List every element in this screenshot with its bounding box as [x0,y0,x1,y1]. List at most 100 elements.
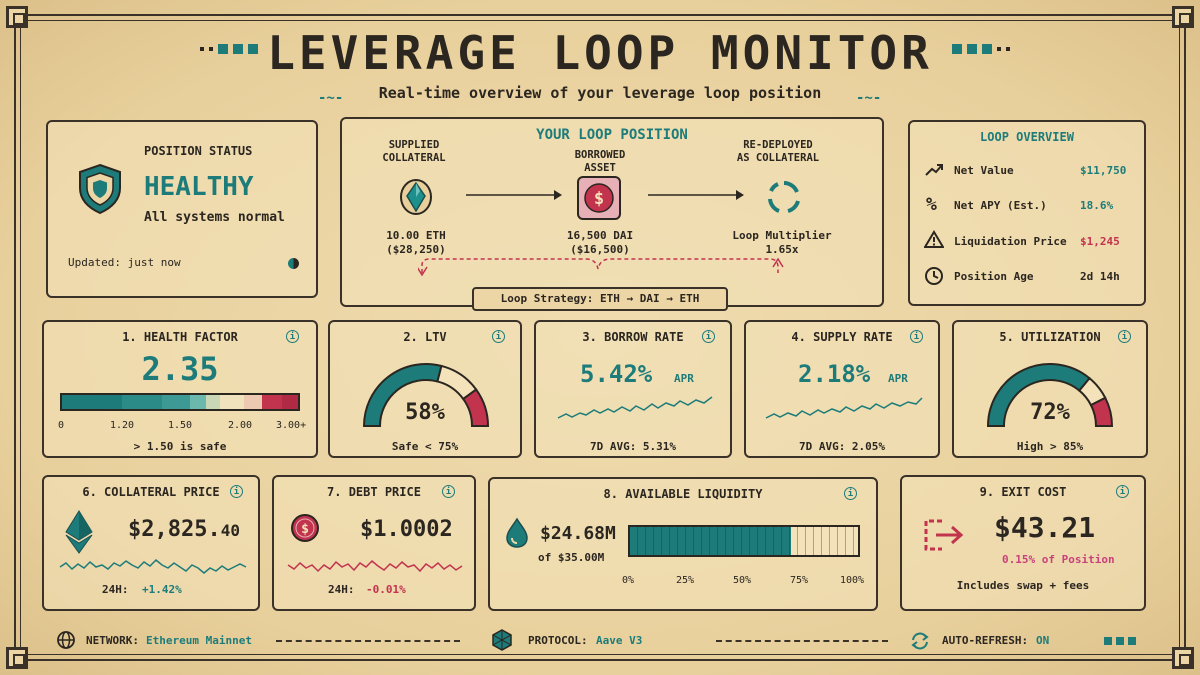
exit-cost-percent: 0.15% of Position [1002,553,1115,566]
utilization-value: 72% [1030,400,1070,425]
redeployed-label-line: RE-DEPLOYED [743,139,813,151]
collateral-price-cents: 40 [220,521,240,540]
protocol-value: Aave V3 [596,634,643,647]
loop-strategy-badge: Loop Strategy: ETH → DAI → ETH [472,287,728,311]
debt-price-panel: 7. DEBT PRICE i $ $1.0002 24H: -0.01% [272,475,476,611]
panel-title: POSITION STATUS [144,144,253,158]
corner-ornament [6,6,28,28]
ltv-gauge [362,363,490,427]
ltv-panel: 2. LTV i 58% Safe < 75% [328,320,522,458]
loop-position-panel: YOUR LOOP POSITION SUPPLIED COLLATERAL B… [340,117,884,311]
page-title: LEVERAGE LOOP MONITOR [267,26,933,80]
utilization-gauge [986,363,1114,427]
page-subtitle: Real-time overview of your leverage loop… [378,84,822,102]
cube-network-icon [492,629,512,651]
health-factor-panel: 1. HEALTH FACTOR i 2.35 [42,320,318,458]
supplied-label-line: COLLATERAL [382,152,446,164]
info-icon[interactable]: i [702,330,715,343]
debt-change-label: 24H: [328,583,355,596]
flow-arrow-icon [466,190,562,200]
borrow-rate-panel: 3. BORROW RATE i 5.42% APR 7D AVG: 5.31% [534,320,732,458]
liquidity-bar-fill [630,527,791,555]
exit-door-icon [924,519,964,551]
borrow-rate-avg: 7D AVG: 5.31% [589,440,677,453]
redeployed-label: RE-DEPLOYED AS COLLATERAL [718,139,838,165]
loop-return-arrow [418,257,784,277]
dai-coin-icon: $ [291,514,319,542]
borrowed-amount: 16,500 DAI ($16,500) [546,229,654,257]
utilization-gauge-danger-zone [1089,396,1114,427]
collateral-price-value: $2,825.40 [128,517,240,542]
loop-overview-panel: LOOP OVERVIEW Net Value $11,750 % Net AP… [908,120,1146,306]
borrow-rate-value: 5.42% [580,360,653,388]
collateral-change-label: 24H: [102,583,129,596]
liquidity-tick: 100% [840,575,865,586]
borrow-rate-sparkline [557,396,713,419]
footer-decoration [1104,637,1136,645]
health-factor-note: > 1.50 is safe [133,440,227,453]
borrowed-label-line: BORROWED [574,149,626,161]
auto-refresh-value[interactable]: ON [1036,634,1050,647]
info-icon[interactable]: i [286,330,299,343]
refresh-icon[interactable] [910,632,930,650]
globe-icon [57,631,75,649]
inner-frame [20,20,1180,655]
info-icon[interactable]: i [910,330,923,343]
refresh-indicator-icon[interactable] [288,258,299,269]
supplied-label: SUPPLIED COLLATERAL [364,139,464,165]
panel-title: 5. UTILIZATION [999,330,1101,344]
utilization-note: High > 85% [1016,440,1084,453]
hf-tick: 1.20 [110,420,135,431]
health-factor-value: 2.35 [141,350,219,388]
overview-label: Net APY (Est.) [954,199,1047,212]
debt-price-value: $1.0002 [360,517,453,542]
eth-gem-icon [400,179,432,215]
info-icon[interactable]: i [492,330,505,343]
clock-icon [925,267,943,285]
liquidity-tick: 25% [676,575,695,586]
collateral-change-value: +1.42% [142,583,182,596]
title-decoration-left [200,44,258,54]
panel-title: 6. COLLATERAL PRICE [82,485,220,499]
wave-decoration: -~- [318,90,344,106]
warning-icon [924,230,944,248]
ltv-gauge-danger-zone [461,388,490,427]
network-label: NETWORK: [86,634,139,647]
supplied-usd: ($28,250) [386,243,446,256]
supply-rate-value: 2.18% [798,360,871,388]
panel-title: 3. BORROW RATE [582,330,684,344]
supplied-eth: 10.00 ETH [386,229,446,242]
info-icon[interactable]: i [1116,485,1129,498]
panel-title: 2. LTV [403,330,447,344]
health-factor-bar [60,393,300,411]
percent-icon: % [926,194,937,215]
ltv-value: 58% [405,400,445,425]
overview-label: Liquidation Price [954,235,1067,248]
redeployed-label-line: AS COLLATERAL [736,152,820,164]
protocol-label: PROTOCOL: [528,634,588,647]
updated-text: Updated: just now [68,256,181,269]
status-value: HEALTHY [144,172,254,202]
exit-cost-value: $43.21 [994,511,1096,544]
ethereum-icon [65,510,93,554]
info-icon[interactable]: i [230,485,243,498]
info-icon[interactable]: i [844,487,857,500]
dai-coin-icon: $ [577,176,621,220]
footer-divider [276,640,460,642]
panel-title: 4. SUPPLY RATE [791,330,893,344]
multiplier-label: Loop Multiplier [732,229,832,242]
loop-multiplier: Loop Multiplier 1.65x [722,229,842,257]
liquidity-tick: 75% [790,575,809,586]
info-icon[interactable]: i [1118,330,1131,343]
shield-icon [79,163,121,215]
supply-rate-unit: APR [888,372,908,385]
utilization-panel: 5. UTILIZATION i 72% High > 85% [952,320,1148,458]
debt-price-sparkline [287,559,463,573]
panel-title: 9. EXIT COST [979,485,1067,499]
panel-title: 8. AVAILABLE LIQUIDITY [603,487,763,501]
borrowed-dai: 16,500 DAI [566,229,634,242]
info-icon[interactable]: i [442,485,455,498]
overview-value: $1,245 [1080,235,1120,248]
liquidity-tick: 0% [622,575,635,586]
outer-frame [14,14,1186,661]
